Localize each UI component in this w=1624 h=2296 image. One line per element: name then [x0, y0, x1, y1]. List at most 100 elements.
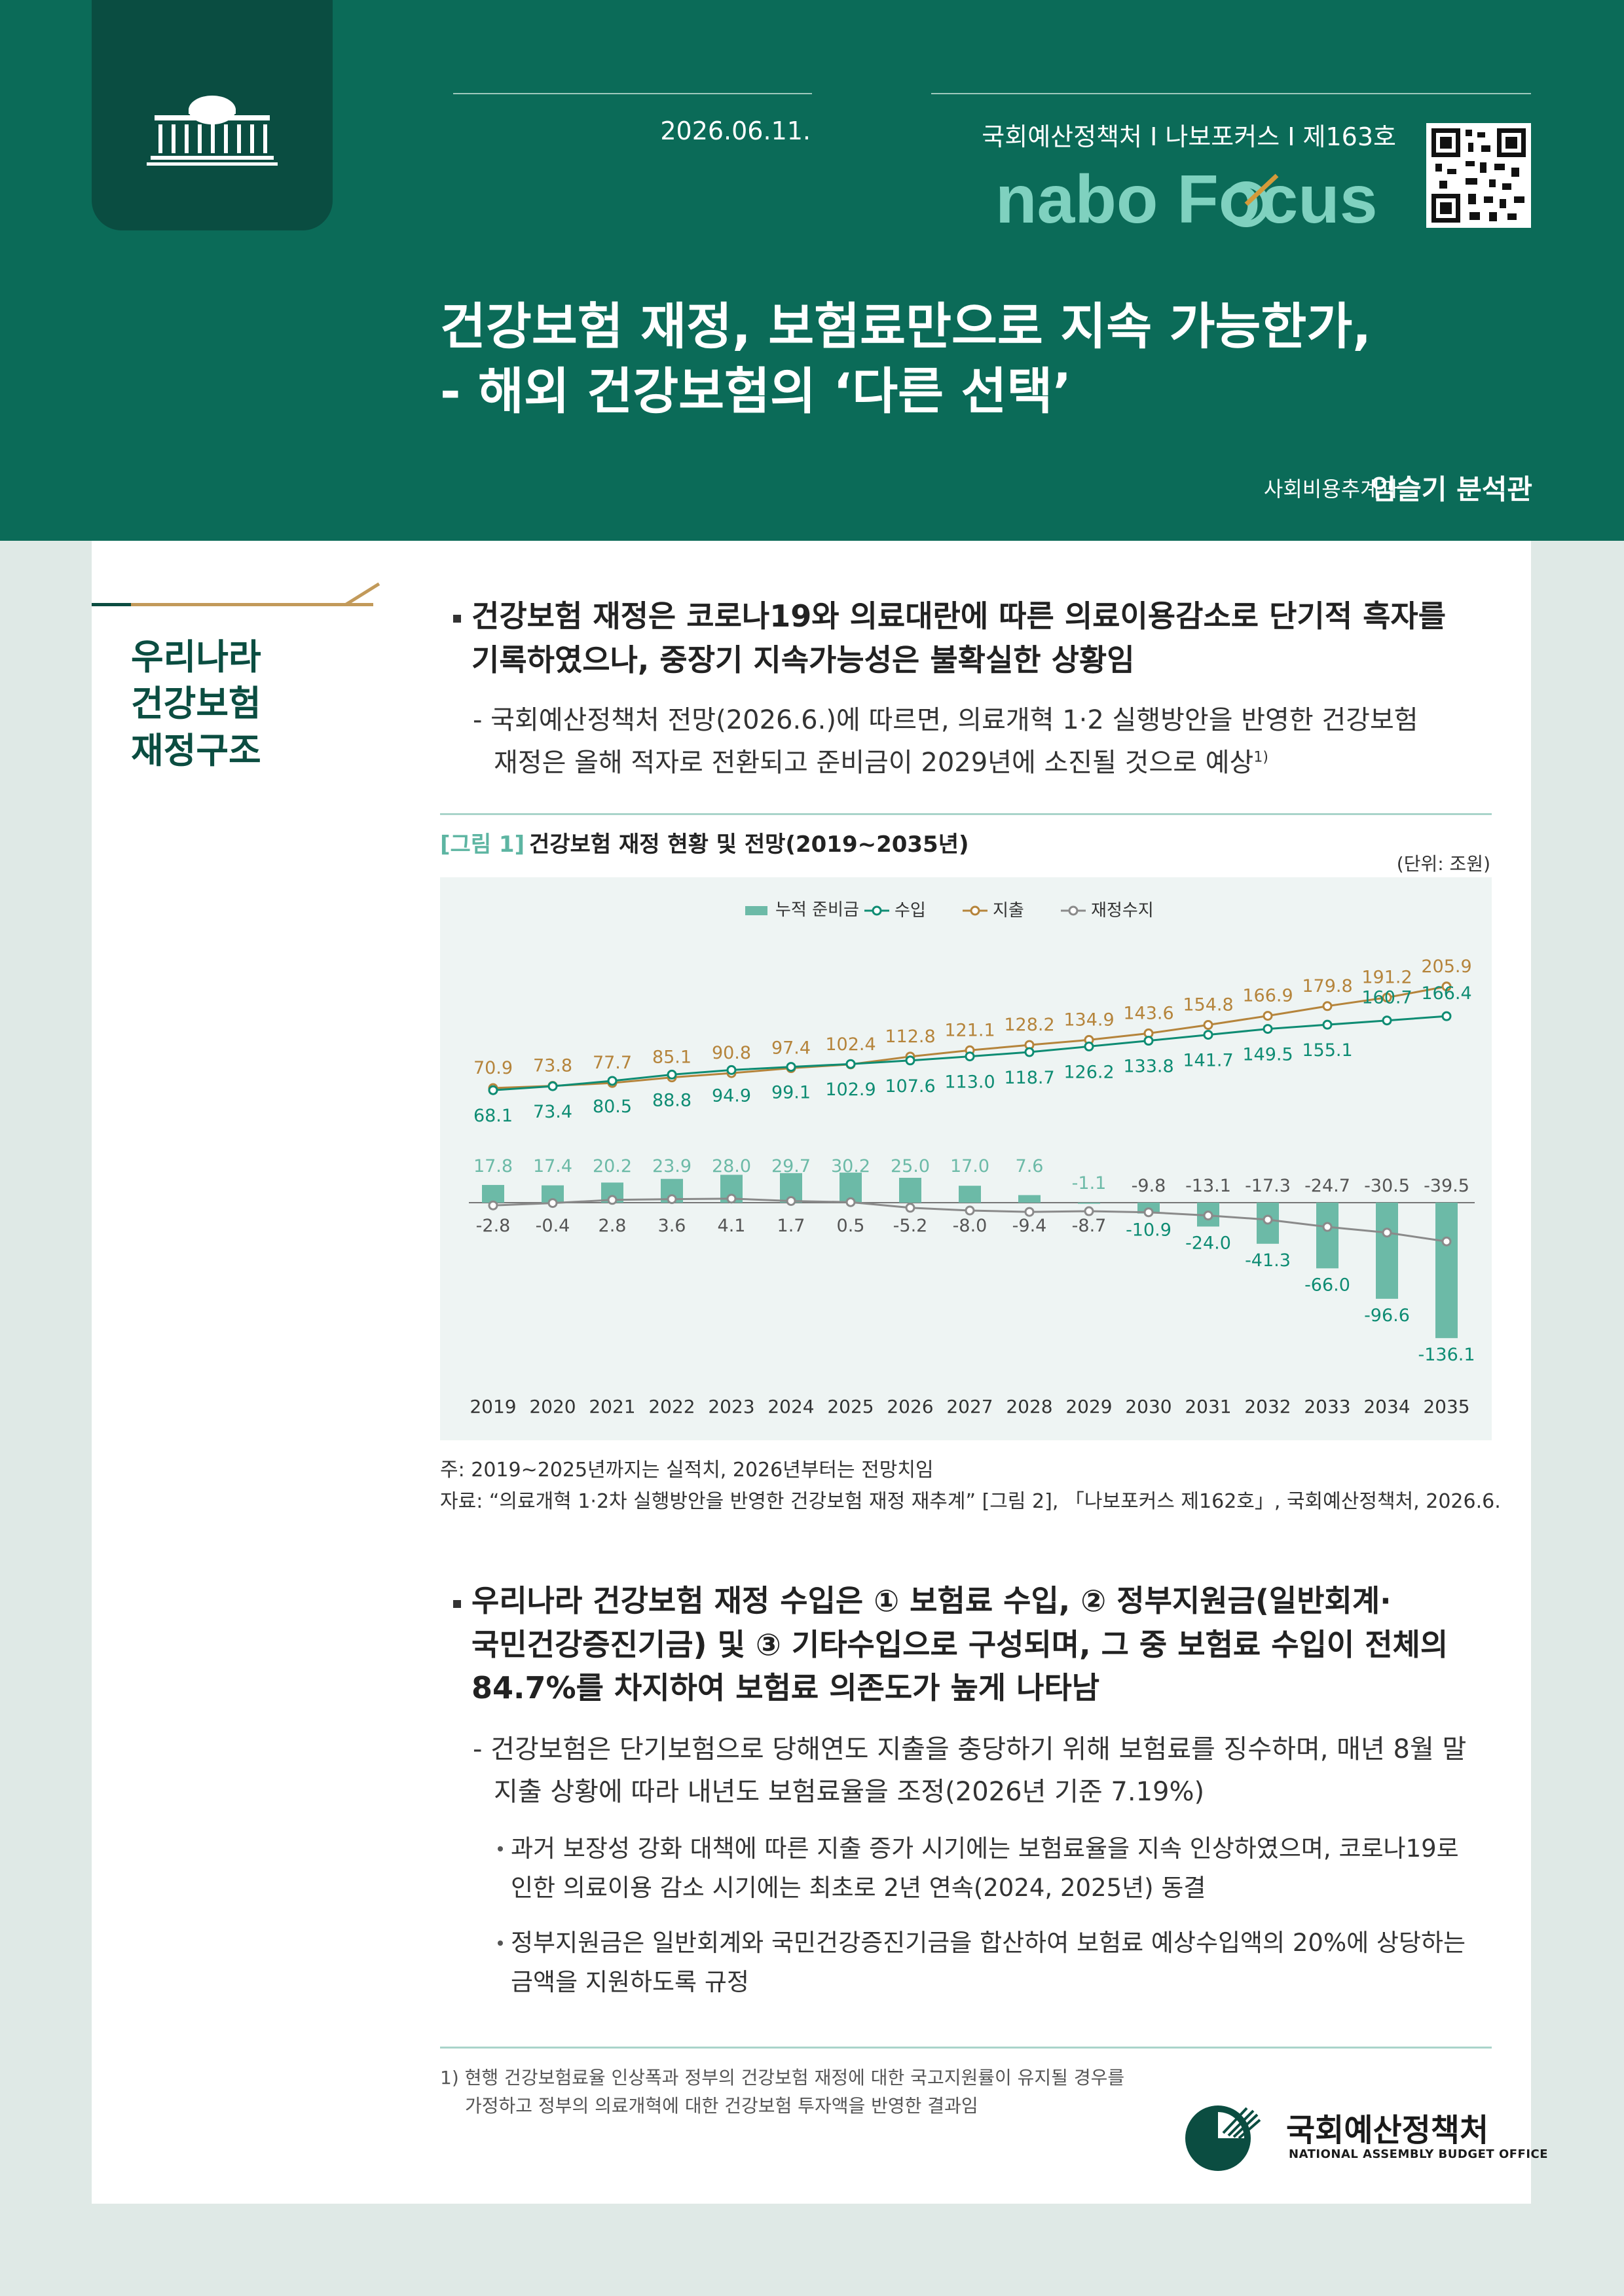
- balance-point: [1024, 1207, 1035, 1217]
- section-label-line-1: 우리나라: [131, 636, 261, 678]
- reserve-bar-label: 17.0: [950, 1156, 989, 1176]
- revenue-label: 73.4: [533, 1102, 572, 1122]
- figure-source: 자료: “의료개혁 1·2차 실행방안을 반영한 건강보험 재정 재추계” [그…: [440, 1490, 1501, 1513]
- revenue-point: [667, 1069, 677, 1080]
- revenue-label: 88.8: [652, 1090, 692, 1110]
- x-tick-label: 2035: [1423, 1396, 1469, 1417]
- expense-label: 134.9: [1063, 1010, 1114, 1030]
- revenue-point: [488, 1085, 498, 1095]
- finance-chart: 누적 준비금 수입 지출 재정수지 17.8 17.4 20.2 23.9 28.0 29.7 30…: [440, 877, 1492, 1440]
- balance-label: -0.4: [536, 1216, 570, 1236]
- revenue-label: 80.5: [593, 1097, 632, 1117]
- footnote-line-2: 가정하고 정부의 의료개혁에 대한 건강보험 투자액을 반영한 결과임: [465, 2095, 978, 2117]
- revenue-label: 160.7: [1361, 988, 1412, 1008]
- balance-label: 4.1: [718, 1216, 746, 1236]
- x-tick-label: 2025: [827, 1396, 874, 1417]
- reserve-bar-label: 30.2: [831, 1156, 870, 1176]
- legend-marker-revenue: [872, 905, 882, 916]
- revenue-point: [905, 1055, 915, 1066]
- x-tick-label: 2032: [1244, 1396, 1291, 1417]
- x-tick-label: 2028: [1006, 1396, 1052, 1417]
- bullet-2-subsub-1: 과거 보장성 강화 대책에 따른 지출 증가 시기에는 보험료율을 지속 인상하…: [511, 1829, 1506, 1908]
- logo-wordmark: nabo Focus: [995, 162, 1378, 236]
- x-tick-label: 2027: [946, 1396, 993, 1417]
- reserve-bar-label: -96.6: [1364, 1305, 1410, 1326]
- x-tick-label: 2024: [767, 1396, 814, 1417]
- reserve-bar: [482, 1184, 504, 1203]
- revenue-point: [1143, 1036, 1154, 1046]
- revenue-label: 118.7: [1004, 1068, 1054, 1088]
- x-tick-label: 2033: [1304, 1396, 1350, 1417]
- balance-point: [1382, 1228, 1392, 1238]
- bullet-2-line-1: 우리나라 건강보험 재정 수입은 ① 보험료 수입, ② 정부지원금(일반회계·: [471, 1583, 1392, 1618]
- revenue-label: 68.1: [473, 1106, 513, 1126]
- expense-label: 166.9: [1242, 986, 1293, 1006]
- reserve-bar-label: -136.1: [1418, 1345, 1475, 1365]
- reserve-bar-label: -66.0: [1304, 1275, 1350, 1295]
- nabo-org-name-en: NATIONAL ASSEMBLY BUDGET OFFICE: [1289, 2147, 1549, 2161]
- balance-label: 0.5: [837, 1216, 865, 1236]
- figure-unit: (단위: 조원): [1396, 853, 1490, 875]
- balance-point: [1143, 1207, 1154, 1218]
- footnote-ref[interactable]: 1): [1253, 749, 1268, 766]
- balance-point: [965, 1205, 975, 1216]
- x-tick-label: 2026: [887, 1396, 933, 1417]
- sub-bullet-dot-icon: [498, 1846, 503, 1851]
- title-line-2: - 해외 건강보험의 ‘다른 선택’: [440, 361, 1072, 420]
- revenue-label: 155.1: [1302, 1040, 1352, 1061]
- reserve-bar: [1435, 1203, 1458, 1338]
- revenue-point: [1024, 1047, 1035, 1057]
- x-tick-label: 2021: [589, 1396, 635, 1417]
- revenue-label: 166.4: [1421, 983, 1471, 1004]
- legend-label-reserve: 누적 준비금: [775, 900, 859, 920]
- nabo-org-name: 국회예산정책처: [1286, 2112, 1489, 2149]
- revenue-point: [965, 1051, 975, 1062]
- expense-label: 128.2: [1004, 1015, 1054, 1035]
- header-rule-right: [931, 93, 1531, 94]
- footnote-rule: [440, 2047, 1492, 2049]
- revenue-label: 133.8: [1123, 1057, 1173, 1077]
- balance-point: [1322, 1222, 1333, 1232]
- report-title: 건강보험 재정, 보험료만으로 지속 가능한가, - 해외 건강보험의 ‘다른 …: [440, 295, 1553, 424]
- revenue-point: [786, 1062, 796, 1072]
- expense-point: [1441, 981, 1452, 992]
- expense-point: [1322, 1001, 1333, 1011]
- balance-label: 2.8: [599, 1216, 627, 1236]
- x-tick-label: 2030: [1125, 1396, 1172, 1417]
- revenue-label: 102.9: [825, 1080, 876, 1100]
- reserve-bar-label: 7.6: [1016, 1156, 1044, 1176]
- expense-label: 90.8: [712, 1043, 751, 1063]
- legend-label-revenue: 수입: [895, 901, 926, 920]
- legend-label-expense: 지출: [993, 901, 1024, 920]
- nabo-focus-logo: nabo Focus: [995, 157, 1401, 238]
- subsub-2-line-2: 금액을 지원하도록 규정: [511, 1967, 749, 1996]
- revenue-point: [1084, 1041, 1094, 1051]
- balance-label: -9.4: [1012, 1216, 1047, 1236]
- balance-label: -24.7: [1304, 1176, 1350, 1196]
- balance-label: -39.5: [1424, 1176, 1469, 1196]
- revenue-point: [1263, 1024, 1273, 1034]
- emblem-badge: [92, 0, 333, 230]
- sub-bullet-dot-icon: [498, 1941, 503, 1946]
- bullet-square-icon: [453, 615, 461, 623]
- footnote-line-1: 1) 현행 건강보험료율 인상폭과 정부의 건강보험 재정에 대한 국고지원률이…: [440, 2067, 1125, 2088]
- assembly-building-icon: [147, 96, 278, 166]
- qr-code[interactable]: [1426, 123, 1531, 228]
- revenue-label: 94.9: [712, 1085, 751, 1106]
- balance-point: [1441, 1236, 1452, 1247]
- bullet-1-line-1: 건강보험 재정은 코로나19와 의료대란에 따른 의료이용감소로 단기적 흑자를: [471, 598, 1447, 634]
- bullet-square-icon: [453, 1600, 461, 1608]
- reserve-bar-label: -10.9: [1126, 1220, 1172, 1241]
- expense-label: 154.8: [1183, 995, 1233, 1015]
- x-tick-label: 2031: [1185, 1396, 1231, 1417]
- balance-point: [845, 1197, 856, 1207]
- balance-label: -9.8: [1132, 1176, 1166, 1196]
- reserve-bar: [1376, 1203, 1398, 1299]
- bullet-2-line-3: 84.7%를 차지하여 보험료 의존도가 높게 나타남: [471, 1670, 1100, 1706]
- revenue-point: [845, 1059, 856, 1069]
- balance-label: -2.8: [476, 1216, 511, 1236]
- section-label: 우리나라 건강보험 재정구조: [131, 634, 327, 774]
- expense-label: 112.8: [885, 1027, 935, 1047]
- revenue-label: 149.5: [1242, 1045, 1293, 1065]
- reserve-bar: [959, 1186, 981, 1203]
